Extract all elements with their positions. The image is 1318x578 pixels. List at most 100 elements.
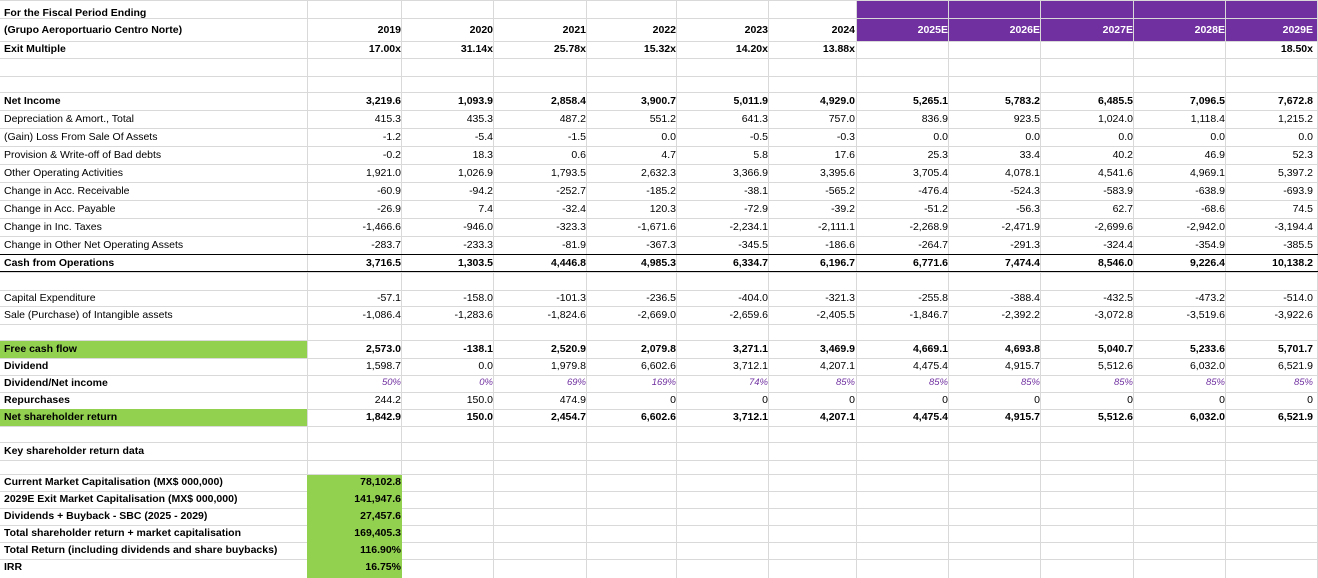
cell[interactable]: 4,207.1 [819,360,855,372]
cell[interactable]: 2019 [377,24,401,36]
cell[interactable]: -236.5 [646,292,676,304]
cell[interactable]: 2025E [917,24,948,36]
cell[interactable]: -38.1 [744,185,768,197]
cell[interactable]: 46.9 [1204,149,1225,161]
cell[interactable]: -388.4 [1010,292,1040,304]
cell[interactable]: 4,541.6 [1097,167,1133,179]
cell[interactable]: 3,716.5 [365,257,401,269]
key-data-row[interactable]: IRR 16.75% [0,560,402,574]
cell[interactable]: 85% [1020,377,1040,388]
table-row[interactable]: Dividend 1,598.7 0.0 1,979.8 6,602.6 3,712.1 4… [0,359,1318,373]
cell[interactable]: 2027E [1102,24,1133,36]
cell[interactable]: 69% [566,377,586,388]
cell[interactable]: -291.3 [1010,239,1040,251]
cell[interactable]: -404.0 [738,292,768,304]
cell[interactable]: -51.2 [924,203,948,215]
key-data-row[interactable]: Dividends + Buyback - SBC (2025 - 2029) 2… [0,509,402,523]
cell[interactable]: 18.50x [1280,43,1313,55]
cell[interactable]: 17.00x [368,43,401,55]
cell[interactable]: 85% [1293,377,1313,388]
key-data-row[interactable]: Total Return (including dividends and sh… [0,543,402,557]
cell[interactable]: -1.2 [382,131,401,143]
cell[interactable]: -158.0 [463,292,493,304]
cell[interactable]: -255.8 [918,292,948,304]
cell[interactable]: 31.14x [460,43,493,55]
cell[interactable]: 6,032.0 [1189,360,1225,372]
cell[interactable]: 0% [479,377,493,388]
cell[interactable]: -185.2 [646,185,676,197]
cell[interactable]: 9,226.4 [1189,257,1225,269]
cell[interactable]: -693.9 [1283,185,1313,197]
cell[interactable]: -283.7 [371,239,401,251]
cell[interactable]: 4,446.8 [550,257,586,269]
cell[interactable]: 244.2 [374,394,401,406]
cell[interactable]: 4,915.7 [1004,411,1040,423]
cell[interactable]: 415.3 [374,113,401,125]
table-row[interactable]: Net shareholder return 1,842.9 150.0 2,454.… [0,410,1318,424]
cell[interactable]: 6,334.7 [732,257,768,269]
cell[interactable]: 14.20x [735,43,768,55]
cell[interactable]: 4.7 [661,149,676,161]
cell[interactable]: 1,921.0 [365,167,401,179]
cell[interactable]: -2,405.5 [816,309,855,321]
cell[interactable]: -385.5 [1283,239,1313,251]
cell[interactable]: 50% [381,377,401,388]
cell[interactable]: 0 [849,394,855,406]
cell[interactable]: 5,512.6 [1097,411,1133,423]
cell[interactable]: -2,699.6 [1094,221,1133,233]
table-row[interactable]: Provision & Write-off of Bad debts -0.2 18… [0,148,1318,162]
cell[interactable]: 10,138.2 [1272,257,1313,269]
cell[interactable]: 150.0 [466,394,493,406]
cell[interactable]: 33.4 [1019,149,1040,161]
cell[interactable]: 3,395.6 [819,167,855,179]
cell[interactable]: -5.4 [474,131,493,143]
cell[interactable]: 2,858.4 [550,95,586,107]
cell[interactable]: 0.0 [1118,131,1133,143]
cell[interactable]: -0.5 [749,131,768,143]
cell[interactable]: -68.6 [1201,203,1225,215]
cell[interactable]: 5,701.7 [1277,343,1313,355]
cell[interactable]: -186.6 [825,239,855,251]
table-row[interactable]: Repurchases 244.2 150.0 474.9 0 0 0 0 0 0 0 0 [0,393,1318,407]
cell[interactable]: -57.1 [377,292,401,304]
cell[interactable]: -0.3 [836,131,855,143]
cell[interactable]: 150.0 [466,411,493,423]
cell[interactable]: 4,207.1 [819,411,855,423]
cell[interactable]: 3,219.6 [365,95,401,107]
cell[interactable]: -2,392.2 [1001,309,1040,321]
cell[interactable]: 2023 [744,24,768,36]
cell[interactable]: 923.5 [1013,113,1040,125]
exit-multiple-row[interactable]: Exit Multiple 17.00x 31.14x 25.78x 15.32x 14… [0,42,1318,56]
table-row[interactable]: Dividend/Net income 50% 0% 69% 169% 74% 85% 85%… [0,376,1318,390]
cell[interactable]: 6,602.6 [640,411,676,423]
cell[interactable]: 6,196.7 [819,257,855,269]
cell[interactable]: 6,485.5 [1097,95,1133,107]
cell[interactable]: -264.7 [918,239,948,251]
cell[interactable]: 1,026.9 [457,167,493,179]
key-value[interactable]: 116.90% [360,544,401,556]
cell[interactable]: 4,475.4 [912,360,948,372]
cell[interactable]: 641.3 [741,113,768,125]
cell[interactable]: 1,215.2 [1277,113,1313,125]
cell[interactable]: 0.0 [1025,131,1040,143]
cell[interactable]: -3,922.6 [1274,309,1313,321]
key-value[interactable]: 141,947.6 [354,493,401,505]
cell[interactable]: 757.0 [828,113,855,125]
cell[interactable]: -1,846.7 [909,309,948,321]
cell[interactable]: 62.7 [1112,203,1133,215]
cell[interactable]: 1,303.5 [457,257,493,269]
cell[interactable]: 4,969.1 [1189,167,1225,179]
cell[interactable]: 1,979.8 [550,360,586,372]
cell[interactable]: 0 [1034,394,1040,406]
cell[interactable]: -138.1 [463,343,493,355]
cell[interactable]: 13.88x [822,43,855,55]
cell[interactable]: 74% [748,377,768,388]
cell[interactable]: -2,268.9 [909,221,948,233]
table-row[interactable]: Other Operating Activities 1,921.0 1,026.9… [0,166,1318,180]
cell[interactable]: 3,366.9 [732,167,768,179]
cell[interactable]: 1,093.9 [457,95,493,107]
cell[interactable]: 2024 [831,24,855,36]
cell[interactable]: 18.3 [472,149,493,161]
cell[interactable]: 3,712.1 [732,411,768,423]
cell[interactable]: 5,512.6 [1097,360,1133,372]
